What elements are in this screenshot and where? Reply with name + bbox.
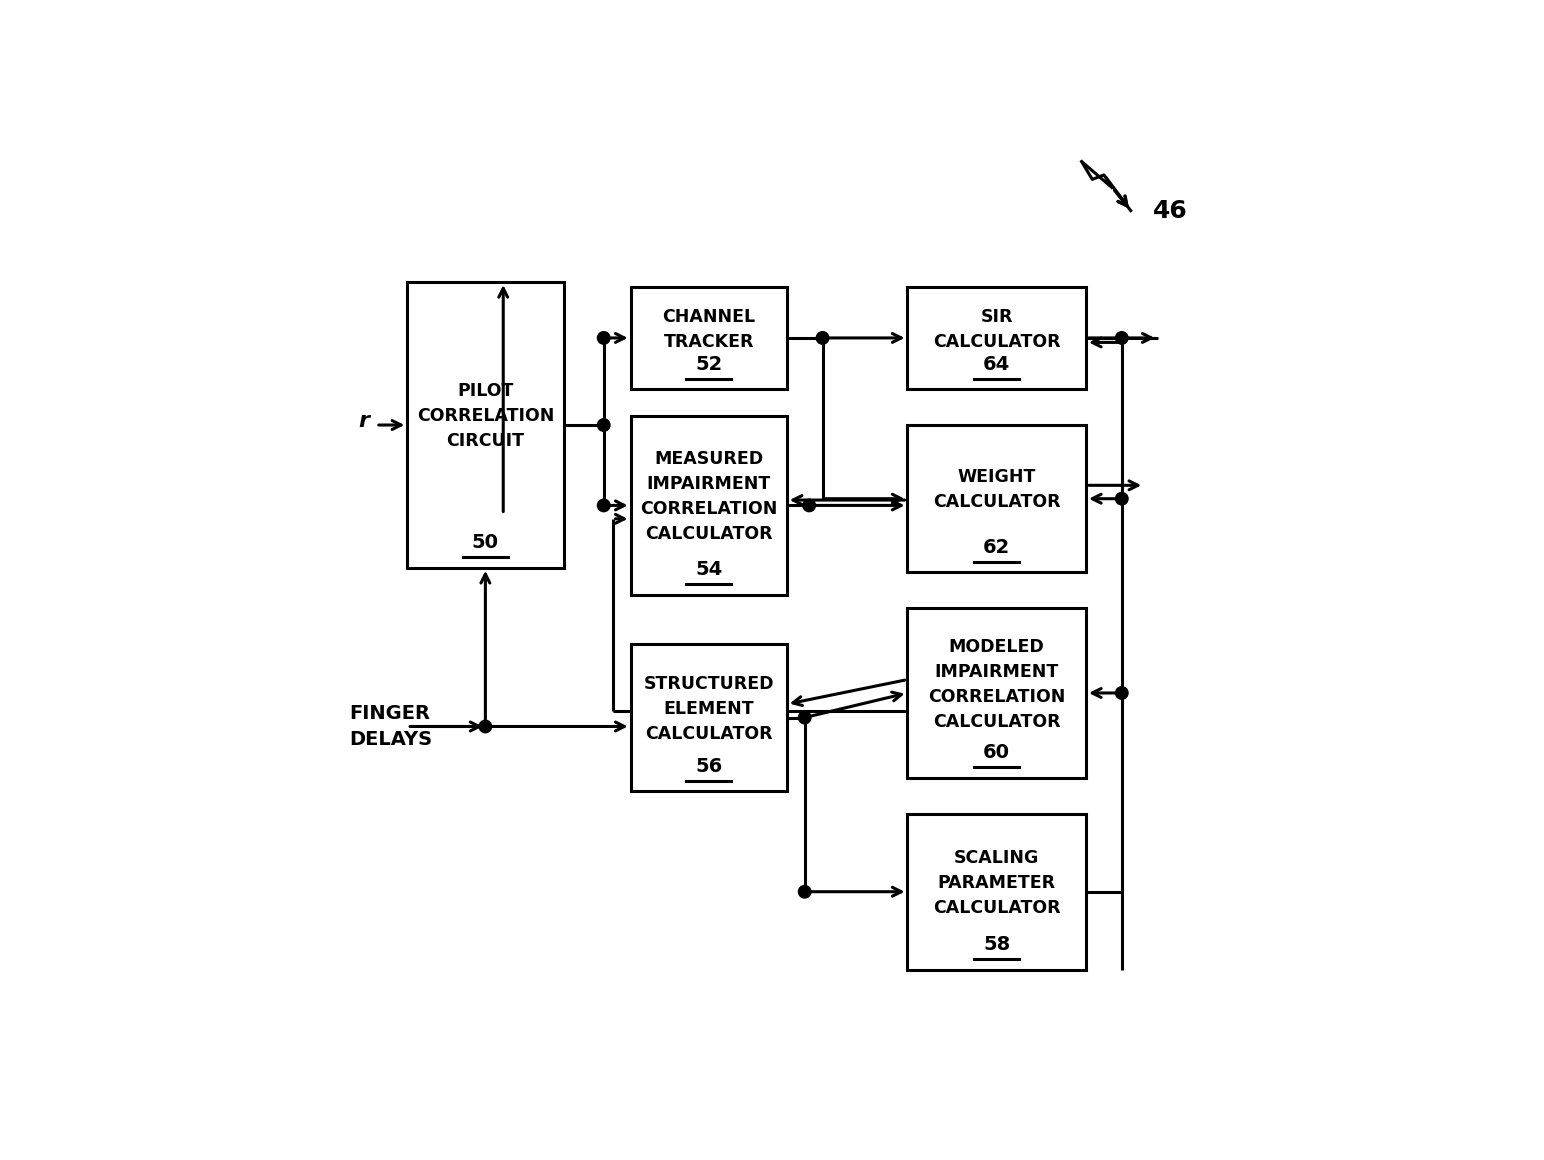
Text: SIR: SIR <box>980 307 1013 326</box>
Bar <box>630 287 787 390</box>
Text: IMPAIRMENT: IMPAIRMENT <box>647 474 770 493</box>
Text: CALCULATOR: CALCULATOR <box>933 899 1061 916</box>
Text: FINGER: FINGER <box>349 704 431 723</box>
Text: 62: 62 <box>984 538 1010 557</box>
Text: CALCULATOR: CALCULATOR <box>645 525 772 543</box>
Text: DELAYS: DELAYS <box>349 731 432 749</box>
Circle shape <box>1115 687 1129 699</box>
Text: STRUCTURED: STRUCTURED <box>644 675 774 693</box>
Text: MODELED: MODELED <box>950 638 1045 655</box>
Text: CALCULATOR: CALCULATOR <box>645 725 772 742</box>
Bar <box>630 644 787 791</box>
Circle shape <box>1115 493 1129 505</box>
Text: 64: 64 <box>984 355 1010 374</box>
Text: 46: 46 <box>1153 198 1187 223</box>
Circle shape <box>1115 332 1129 345</box>
Text: CALCULATOR: CALCULATOR <box>933 493 1061 512</box>
Text: 60: 60 <box>984 744 1010 762</box>
Text: CALCULATOR: CALCULATOR <box>933 712 1061 731</box>
Text: IMPAIRMENT: IMPAIRMENT <box>934 662 1059 681</box>
Text: 56: 56 <box>695 756 723 776</box>
Text: SCALING: SCALING <box>954 849 1039 867</box>
Text: CORRELATION: CORRELATION <box>928 688 1065 705</box>
Text: r: r <box>358 411 369 430</box>
Text: 58: 58 <box>984 935 1010 955</box>
Circle shape <box>817 332 829 345</box>
Text: CHANNEL: CHANNEL <box>662 307 755 326</box>
Bar <box>408 282 564 568</box>
Bar <box>630 416 787 595</box>
Text: CORRELATION: CORRELATION <box>641 500 777 519</box>
Text: 50: 50 <box>472 534 499 552</box>
Circle shape <box>798 885 811 898</box>
Circle shape <box>798 711 811 724</box>
Text: ELEMENT: ELEMENT <box>664 699 753 718</box>
Text: MEASURED: MEASURED <box>655 450 763 467</box>
Circle shape <box>598 332 610 345</box>
Text: PARAMETER: PARAMETER <box>937 873 1056 892</box>
Text: PILOT: PILOT <box>457 382 514 400</box>
Text: 54: 54 <box>695 560 723 579</box>
Text: 52: 52 <box>695 355 723 374</box>
Bar <box>908 425 1085 572</box>
Bar <box>908 608 1085 778</box>
Text: WEIGHT: WEIGHT <box>957 469 1036 486</box>
Text: CALCULATOR: CALCULATOR <box>933 333 1061 350</box>
Bar <box>908 287 1085 390</box>
Circle shape <box>598 499 610 512</box>
Circle shape <box>479 720 491 733</box>
Circle shape <box>803 499 815 512</box>
Circle shape <box>598 419 610 432</box>
Text: CIRCUIT: CIRCUIT <box>446 433 525 450</box>
Text: CORRELATION: CORRELATION <box>417 407 554 425</box>
Bar <box>908 813 1085 970</box>
Text: TRACKER: TRACKER <box>664 333 753 350</box>
